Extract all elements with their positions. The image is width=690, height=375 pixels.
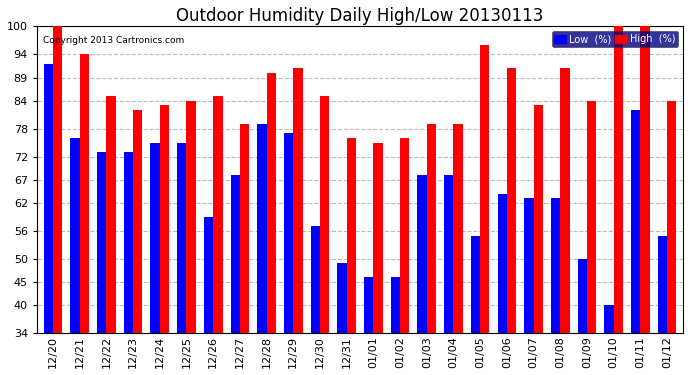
- Bar: [150, 142, 160, 333]
- Bar: [373, 142, 383, 333]
- Bar: [667, 101, 676, 333]
- Bar: [230, 175, 240, 333]
- Bar: [70, 138, 79, 333]
- Bar: [124, 152, 133, 333]
- Bar: [97, 152, 106, 333]
- Bar: [524, 198, 533, 333]
- Bar: [213, 96, 222, 333]
- Bar: [320, 96, 329, 333]
- Bar: [43, 64, 53, 333]
- Bar: [337, 264, 346, 333]
- Bar: [551, 198, 560, 333]
- Text: Copyright 2013 Cartronics.com: Copyright 2013 Cartronics.com: [43, 36, 185, 45]
- Bar: [310, 226, 320, 333]
- Bar: [106, 96, 116, 333]
- Bar: [133, 110, 142, 333]
- Bar: [471, 236, 480, 333]
- Bar: [79, 54, 89, 333]
- Bar: [453, 124, 463, 333]
- Bar: [507, 68, 516, 333]
- Bar: [53, 27, 62, 333]
- Bar: [560, 68, 569, 333]
- Bar: [177, 142, 186, 333]
- Bar: [284, 134, 293, 333]
- Title: Outdoor Humidity Daily High/Low 20130113: Outdoor Humidity Daily High/Low 20130113: [177, 7, 544, 25]
- Bar: [364, 278, 373, 333]
- Bar: [160, 105, 169, 333]
- Bar: [497, 194, 507, 333]
- Bar: [257, 124, 266, 333]
- Bar: [400, 138, 409, 333]
- Bar: [604, 305, 613, 333]
- Bar: [186, 101, 196, 333]
- Bar: [266, 73, 276, 333]
- Bar: [578, 259, 587, 333]
- Bar: [631, 110, 640, 333]
- Bar: [293, 68, 303, 333]
- Bar: [346, 138, 356, 333]
- Bar: [658, 236, 667, 333]
- Bar: [480, 45, 489, 333]
- Bar: [391, 278, 400, 333]
- Bar: [613, 27, 623, 333]
- Bar: [426, 124, 436, 333]
- Bar: [417, 175, 426, 333]
- Bar: [587, 101, 596, 333]
- Bar: [533, 105, 543, 333]
- Bar: [444, 175, 453, 333]
- Bar: [240, 124, 249, 333]
- Bar: [640, 27, 650, 333]
- Legend: Low  (%), High  (%): Low (%), High (%): [551, 32, 678, 47]
- Bar: [204, 217, 213, 333]
